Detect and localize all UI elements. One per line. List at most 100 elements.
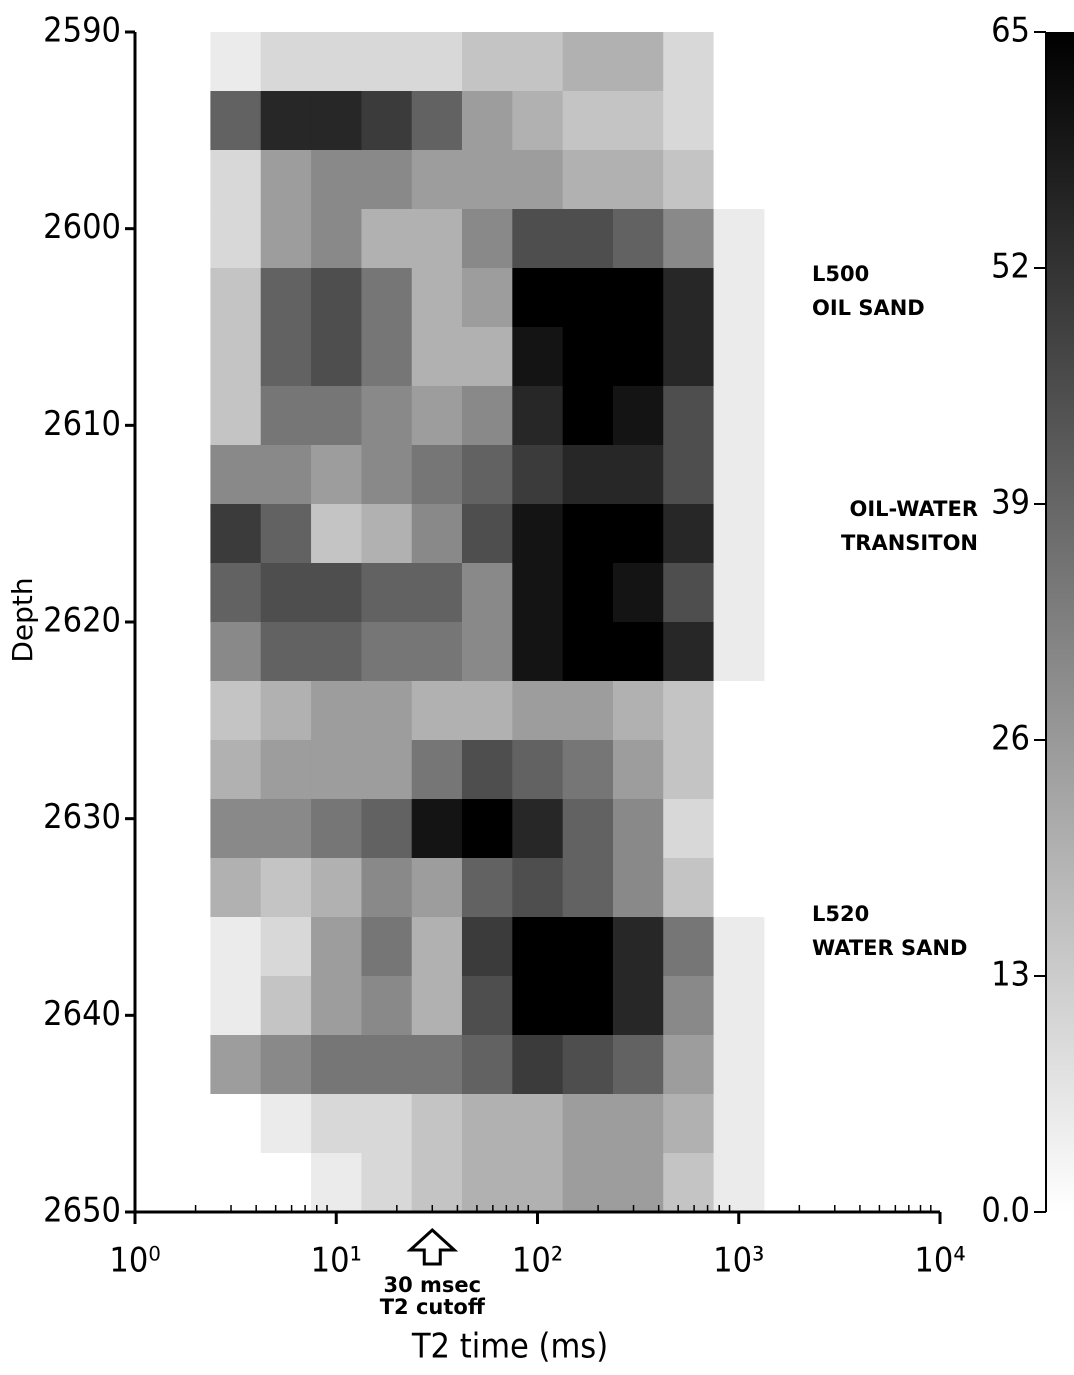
heatmap-cell xyxy=(663,740,715,800)
heatmap-cell xyxy=(361,976,413,1036)
heatmap-cell xyxy=(461,91,513,151)
cutoff-arrow xyxy=(406,1227,459,1266)
heatmap-cell xyxy=(260,386,312,446)
heatmap-cell xyxy=(361,1153,413,1213)
heatmap-cell xyxy=(311,563,362,623)
heatmap-cell xyxy=(411,327,463,387)
heatmap-cell xyxy=(210,386,262,446)
heatmap-cell xyxy=(361,917,413,977)
heatmap-cell xyxy=(461,917,513,977)
heatmap-cell xyxy=(311,32,362,92)
heatmap-cell xyxy=(713,740,765,800)
heatmap-cell xyxy=(713,209,765,269)
heatmap-cell xyxy=(361,858,413,918)
heatmap-cell xyxy=(512,209,564,269)
colorbar-tick-label: 39 xyxy=(991,483,1030,523)
heatmap-cell xyxy=(311,150,362,210)
heatmap-cell xyxy=(411,445,463,505)
heatmap-cell xyxy=(210,1094,262,1154)
heatmap-cell xyxy=(260,622,312,682)
heatmap-cell xyxy=(512,1094,564,1154)
heatmap-cell xyxy=(361,32,413,92)
heatmap-cell xyxy=(411,268,463,328)
heatmap-cell xyxy=(663,917,715,977)
heatmap-cell xyxy=(411,209,463,269)
heatmap-cell xyxy=(612,1035,664,1095)
heatmap-cell xyxy=(612,1094,664,1154)
heatmap-cell xyxy=(210,504,262,564)
heatmap-cell xyxy=(663,976,715,1036)
heatmap-cell xyxy=(562,1035,614,1095)
heatmap-cell xyxy=(260,563,312,623)
y-tick-label: 2630 xyxy=(43,797,121,837)
heatmap-cell xyxy=(713,327,765,387)
heatmap-cell xyxy=(512,386,564,446)
heatmap-cell xyxy=(663,327,715,387)
heatmap-cell xyxy=(713,91,765,151)
heatmap-cell xyxy=(612,976,664,1036)
heatmap-cell xyxy=(461,445,513,505)
heatmap-cell xyxy=(512,563,564,623)
heatmap-cell xyxy=(562,740,614,800)
heatmap-cell xyxy=(361,386,413,446)
heatmap-cell xyxy=(461,209,513,269)
annotation: TRANSITON xyxy=(841,531,978,555)
colorbar-tick-label: 26 xyxy=(991,719,1030,759)
heatmap-cell xyxy=(411,32,463,92)
heatmap-cell xyxy=(260,91,312,151)
heatmap-cell xyxy=(663,445,715,505)
heatmap-cell xyxy=(512,622,564,682)
heatmap-cell xyxy=(512,858,564,918)
heatmap-cell xyxy=(260,681,312,741)
heatmap-cell xyxy=(461,32,513,92)
heatmap-cell xyxy=(512,1035,564,1095)
y-tick-label: 2600 xyxy=(43,207,121,247)
heatmap-cell xyxy=(562,681,614,741)
heatmap-cell xyxy=(612,386,664,446)
heatmap-cell xyxy=(311,799,362,859)
colorbar-tick-label: 52 xyxy=(991,247,1030,287)
heatmap-cell xyxy=(210,32,262,92)
heatmap-cell xyxy=(512,917,564,977)
heatmap-cell xyxy=(311,858,362,918)
heatmap-cell xyxy=(512,32,564,92)
heatmap-cell xyxy=(562,150,614,210)
heatmap-cell xyxy=(210,209,262,269)
heatmap-cell xyxy=(361,1035,413,1095)
heatmap-cell xyxy=(260,32,312,92)
annotation: WATER SAND xyxy=(812,936,967,960)
annotation: L520 xyxy=(812,902,869,926)
heatmap-cell xyxy=(461,327,513,387)
x-tick-label: 10¹ xyxy=(311,1241,362,1281)
heatmap-cell xyxy=(260,327,312,387)
heatmap-cell xyxy=(411,504,463,564)
heatmap-cell xyxy=(713,32,765,92)
heatmap-cell xyxy=(562,327,614,387)
heatmap-cell xyxy=(663,622,715,682)
heatmap-cell xyxy=(260,1153,312,1213)
heatmap-cell xyxy=(260,740,312,800)
heatmap-cell xyxy=(311,740,362,800)
heatmap-cell xyxy=(562,445,614,505)
heatmap-cell xyxy=(663,1094,715,1154)
heatmap-cell xyxy=(461,858,513,918)
heatmap-cell xyxy=(361,622,413,682)
heatmap-cell xyxy=(361,268,413,328)
heatmap-cell xyxy=(461,1035,513,1095)
heatmap-cell xyxy=(210,799,262,859)
heatmap-cell xyxy=(311,681,362,741)
heatmap-cell xyxy=(562,91,614,151)
heatmap-cell xyxy=(361,563,413,623)
heatmap-cell xyxy=(210,1035,262,1095)
heatmap-cell xyxy=(260,504,312,564)
heatmap-cell xyxy=(210,917,262,977)
heatmap-cell xyxy=(562,1094,614,1154)
heatmap-cell xyxy=(713,1094,765,1154)
heatmap-cell xyxy=(210,976,262,1036)
colorbar-tick-label: 0.0 xyxy=(981,1191,1030,1231)
heatmap-cell xyxy=(461,622,513,682)
heatmap-cell xyxy=(663,386,715,446)
heatmap-cell xyxy=(361,91,413,151)
heatmap-cell xyxy=(562,386,614,446)
